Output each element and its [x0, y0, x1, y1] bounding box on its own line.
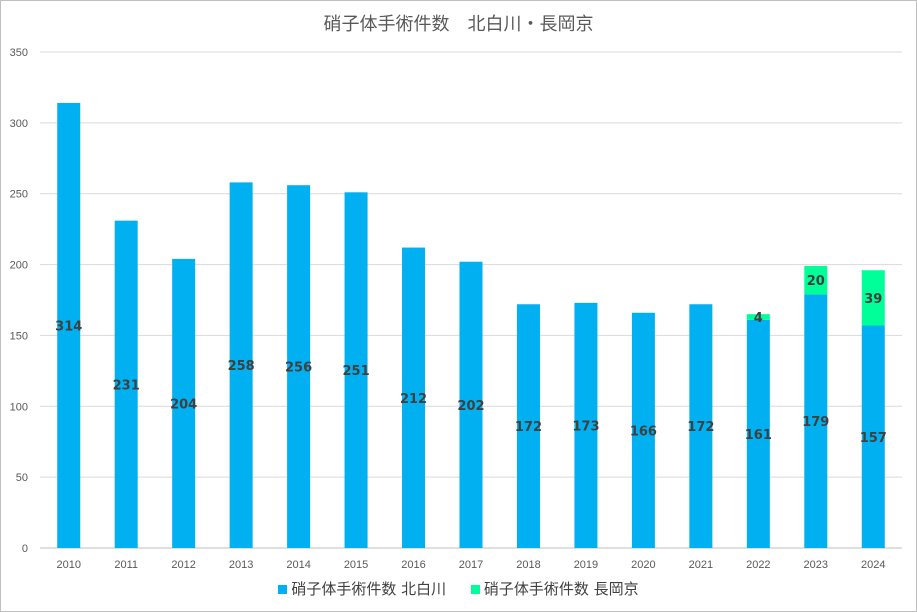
data-label-2015-series-0: 251 — [342, 364, 369, 379]
legend-item-kitashirakawa: 硝子体手術件数 北白川 — [278, 578, 446, 599]
data-label-2021-series-0: 172 — [687, 420, 714, 435]
bar-2018-series-0 — [516, 304, 540, 548]
x-tick-label-2012: 2012 — [171, 559, 195, 571]
chart-title: 硝子体手術件数 北白川・長岡京 — [323, 14, 594, 35]
x-tick-label-2020: 2020 — [631, 559, 655, 571]
x-tick-label-2011: 2011 — [114, 559, 138, 571]
x-tick-label-2015: 2015 — [344, 559, 368, 571]
x-tick-label-2014: 2014 — [286, 559, 310, 571]
y-tick-label-50: 50 — [16, 472, 28, 484]
data-label-2024-series-1: 39 — [864, 292, 882, 307]
data-label-2011-series-0: 231 — [113, 378, 140, 393]
y-tick-label-350: 350 — [10, 47, 28, 59]
data-label-2017-series-0: 202 — [457, 399, 484, 414]
legend-label-kitashirakawa: 硝子体手術件数 北白川 — [291, 580, 447, 598]
data-label-2014-series-0: 256 — [285, 361, 312, 376]
bar-2022-series-0 — [746, 319, 770, 548]
bar-2011-series-0 — [114, 220, 138, 548]
data-label-2022-series-1: 4 — [754, 311, 763, 326]
data-label-2023-series-1: 20 — [807, 274, 825, 289]
x-tick-label-2022: 2022 — [746, 559, 770, 571]
x-tick-label-2021: 2021 — [689, 559, 713, 571]
data-label-2016-series-0: 212 — [400, 392, 427, 407]
bar-2013-series-0 — [229, 182, 253, 548]
bar-2012-series-0 — [172, 258, 196, 548]
x-tick-label-2017: 2017 — [459, 559, 483, 571]
bar-2024-series-0 — [861, 325, 885, 548]
y-tick-label-250: 250 — [10, 189, 28, 201]
y-tick-label-0: 0 — [22, 543, 28, 555]
data-label-2020-series-0: 166 — [630, 424, 657, 439]
x-tick-label-2013: 2013 — [229, 559, 253, 571]
legend-swatch-kitashirakawa — [278, 585, 288, 594]
x-tick-label-2010: 2010 — [56, 559, 80, 571]
data-label-2018-series-0: 172 — [515, 420, 542, 435]
data-label-2013-series-0: 258 — [228, 359, 255, 374]
bar-2024-series-1 — [861, 270, 885, 326]
data-label-2023-series-0: 179 — [802, 415, 829, 430]
bar-2019-series-0 — [574, 302, 598, 548]
data-label-2012-series-0: 204 — [170, 397, 197, 412]
data-label-2022-series-0: 161 — [745, 428, 772, 443]
y-tick-label-100: 100 — [10, 401, 28, 413]
x-tick-label-2018: 2018 — [516, 559, 540, 571]
data-label-2024-series-0: 157 — [860, 431, 887, 446]
legend-label-nagaokakyo: 硝子体手術件数 長岡京 — [483, 580, 639, 598]
x-tick-label-2019: 2019 — [574, 559, 598, 571]
bar-2017-series-0 — [459, 261, 483, 548]
bar-2010-series-0 — [57, 103, 81, 548]
bar-2014-series-0 — [287, 185, 311, 548]
legend-item-nagaokakyo: 硝子体手術件数 長岡京 — [470, 578, 639, 599]
x-tick-label-2024: 2024 — [861, 559, 885, 571]
bar-2015-series-0 — [344, 192, 368, 548]
data-label-2019-series-0: 173 — [572, 419, 599, 434]
bar-2021-series-0 — [689, 304, 713, 548]
bar-2023-series-0 — [804, 294, 828, 548]
legend: 硝子体手術件数 北白川 硝子体手術件数 長岡京 — [0, 578, 917, 599]
data-label-2010-series-0: 314 — [55, 320, 82, 335]
y-tick-label-300: 300 — [10, 118, 28, 130]
bar-2022-series-1 — [746, 314, 770, 320]
x-tick-label-2016: 2016 — [401, 559, 425, 571]
y-tick-label-200: 200 — [10, 260, 28, 272]
legend-swatch-nagaokakyo — [470, 585, 480, 594]
x-tick-label-2023: 2023 — [804, 559, 828, 571]
bar-2023-series-1 — [804, 265, 828, 295]
bar-2016-series-0 — [402, 247, 426, 548]
y-tick-label-150: 150 — [10, 330, 28, 342]
bar-2020-series-0 — [631, 312, 655, 548]
